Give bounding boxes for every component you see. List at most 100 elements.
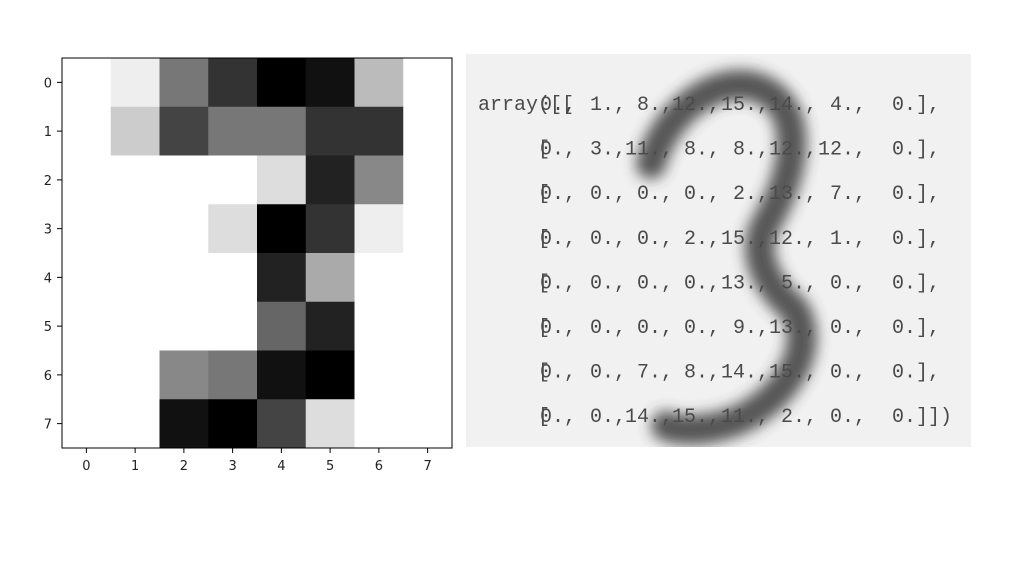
heatmap-cell <box>354 58 404 108</box>
array-cell: 0., <box>590 272 626 295</box>
plot-frame <box>61 57 453 449</box>
row-open-bracket: [ <box>538 183 550 206</box>
array-cell: 1., <box>830 228 866 251</box>
array-text-view: array([[0., 1., 8.,12., 15., 14., 4., 0.],[0.,… <box>478 69 952 445</box>
array-cell: 0., <box>637 183 673 206</box>
array-cell: 0., <box>540 317 576 340</box>
y-tick-label: 3 <box>44 223 52 238</box>
array-row: [0., 0., 0., 0., 13., 5., 0., 0.], <box>538 272 940 295</box>
heatmap-cell <box>208 106 258 156</box>
row-close-bracket: ], <box>916 317 940 340</box>
heatmap-cell <box>159 301 209 351</box>
array-cell: 9., <box>733 317 769 340</box>
heatmap-cell <box>403 253 453 303</box>
array-cell: 15., <box>721 94 769 117</box>
heatmap-cell <box>403 106 453 156</box>
heatmap-cell <box>403 301 453 351</box>
row-close-bracket: ], <box>916 139 940 162</box>
array-cell: 0. <box>892 183 916 206</box>
array-cell: 3., <box>590 139 626 162</box>
heatmap-cell <box>305 350 355 400</box>
heatmap-cell <box>159 204 209 254</box>
x-tick-label: 3 <box>228 459 236 474</box>
array-cell: 0., <box>540 228 576 251</box>
y-tick-label: 4 <box>44 271 52 286</box>
array-cell: 13., <box>769 317 817 340</box>
row-open-bracket: [ <box>538 139 550 162</box>
heatmap-cell <box>62 155 112 205</box>
heatmap-cell <box>208 253 258 303</box>
x-tick-label: 4 <box>277 459 285 474</box>
heatmap-cell <box>62 350 112 400</box>
array-cell: 1., <box>590 94 626 117</box>
array-cell: 0., <box>540 406 576 429</box>
array-cell: 13., <box>721 272 769 295</box>
heatmap-cell <box>110 350 160 400</box>
heatmap-cell <box>159 155 209 205</box>
array-cell: 15., <box>721 228 769 251</box>
heatmap-cell <box>305 106 355 156</box>
array-cell: 0., <box>637 317 673 340</box>
array-cell: 0. <box>892 228 916 251</box>
heatmap-cell <box>110 253 160 303</box>
array-row: [0., 3.,11., 8., 8., 12., 12., 0.], <box>538 139 940 162</box>
heatmap-cell <box>354 155 404 205</box>
array-cell: 0., <box>590 228 626 251</box>
heatmap-cells <box>62 58 453 449</box>
row-close-bracket: ], <box>916 94 940 117</box>
x-tick-label: 6 <box>375 459 383 474</box>
heatmap-cell <box>110 58 160 108</box>
heatmap-cell <box>159 399 209 449</box>
heatmap-cell <box>305 399 355 449</box>
digit-watermark-stroke <box>636 69 817 445</box>
array-cell: 0., <box>830 317 866 340</box>
heatmap-cell <box>110 399 160 449</box>
heatmap-cell <box>110 155 160 205</box>
array-cell: 2., <box>781 406 817 429</box>
array-cell: 0., <box>830 272 866 295</box>
array-cell: 0. <box>892 317 916 340</box>
array-cell: 0. <box>892 406 916 429</box>
array-cell: 0., <box>540 362 576 385</box>
heatmap-cell <box>257 155 307 205</box>
array-cell: 0., <box>540 183 576 206</box>
array-row: [0., 0., 0., 2., 15., 12., 1., 0.], <box>538 228 940 251</box>
x-tick-label: 2 <box>180 459 188 474</box>
x-tick-label: 5 <box>326 459 334 474</box>
heatmap-cell <box>159 253 209 303</box>
x-tick-label: 7 <box>423 459 431 474</box>
array-cell: 0., <box>540 139 576 162</box>
heatmap-cell <box>208 301 258 351</box>
heatmap-cell <box>354 301 404 351</box>
array-cell: 0., <box>637 272 673 295</box>
row-open-bracket: [ <box>538 406 550 429</box>
array-cell: 8., <box>684 362 720 385</box>
array-cell: 0., <box>540 272 576 295</box>
array-row: [0., 0., 0., 0., 9., 13., 0., 0.], <box>538 317 940 340</box>
heatmap-cell <box>208 350 258 400</box>
heatmap-cell <box>257 301 307 351</box>
heatmap-cell <box>159 350 209 400</box>
array-cell: 15., <box>672 406 720 429</box>
array-cell: 14., <box>769 94 817 117</box>
row-open-bracket: [ <box>538 362 550 385</box>
row-close-bracket: ]]) <box>916 406 952 429</box>
array-cell: 0. <box>892 139 916 162</box>
heatmap-cell <box>305 58 355 108</box>
array-cell: 14., <box>625 406 673 429</box>
row-open-bracket: [ <box>538 228 550 251</box>
heatmap-cell <box>62 399 112 449</box>
array-cell: 8., <box>637 94 673 117</box>
array-row: [0., 0.,14.,15., 11., 2., 0., 0.]]) <box>538 406 952 429</box>
array-cell: 14., <box>721 362 769 385</box>
array-cell: 8., <box>733 139 769 162</box>
heatmap-cell <box>257 253 307 303</box>
array-cell: 0., <box>590 317 626 340</box>
heatmap-cell <box>305 204 355 254</box>
heatmap-cell <box>208 155 258 205</box>
heatmap-cell <box>403 58 453 108</box>
array-cell: 0., <box>684 317 720 340</box>
row-close-bracket: ], <box>916 228 940 251</box>
array-cell: 0. <box>892 272 916 295</box>
